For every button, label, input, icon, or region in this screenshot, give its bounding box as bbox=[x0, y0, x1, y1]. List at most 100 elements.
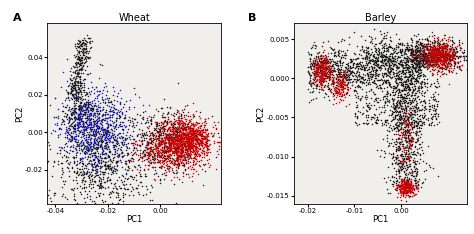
Point bbox=[155, 141, 163, 145]
Point bbox=[81, 47, 88, 50]
Point bbox=[317, 53, 325, 57]
Point bbox=[76, 75, 84, 79]
Point bbox=[69, 84, 77, 88]
Point bbox=[85, 147, 93, 151]
Point bbox=[336, 60, 344, 64]
Point bbox=[434, 51, 441, 55]
Point bbox=[321, 76, 329, 80]
Point bbox=[92, 127, 100, 131]
Point bbox=[396, 140, 403, 144]
Point bbox=[91, 136, 99, 140]
Point bbox=[417, 113, 424, 117]
Point bbox=[431, 67, 438, 71]
Point bbox=[394, 77, 402, 81]
Point bbox=[400, 180, 408, 183]
Point bbox=[442, 41, 450, 45]
Point bbox=[399, 96, 407, 100]
Point bbox=[431, 54, 439, 57]
Point bbox=[412, 61, 420, 65]
Point bbox=[168, 138, 175, 142]
Point bbox=[191, 134, 198, 138]
Point bbox=[179, 172, 186, 175]
Point bbox=[192, 123, 200, 127]
Point bbox=[423, 54, 431, 58]
Point bbox=[107, 134, 115, 138]
Point bbox=[305, 72, 312, 75]
X-axis label: PC1: PC1 bbox=[126, 215, 142, 224]
Point bbox=[317, 73, 324, 77]
Point bbox=[155, 135, 163, 138]
Point bbox=[91, 158, 98, 161]
Point bbox=[174, 156, 182, 160]
Point bbox=[114, 132, 122, 135]
Point bbox=[140, 167, 147, 171]
Point bbox=[151, 161, 159, 164]
Point bbox=[142, 157, 150, 161]
Point bbox=[147, 120, 155, 123]
Point bbox=[198, 129, 205, 132]
Point bbox=[88, 116, 95, 120]
Point bbox=[127, 156, 135, 160]
Point bbox=[413, 167, 420, 171]
Point bbox=[404, 154, 412, 158]
Point bbox=[100, 163, 108, 167]
Point bbox=[335, 73, 343, 76]
Point bbox=[165, 134, 173, 138]
Point bbox=[395, 90, 403, 94]
Point bbox=[329, 77, 337, 80]
Point bbox=[409, 190, 416, 194]
Point bbox=[426, 50, 434, 54]
Point bbox=[373, 121, 381, 125]
Point bbox=[179, 142, 187, 146]
Point bbox=[318, 82, 326, 86]
Point bbox=[401, 68, 409, 72]
Point bbox=[199, 136, 207, 140]
Point bbox=[170, 131, 177, 134]
Point bbox=[411, 58, 419, 62]
Point bbox=[398, 190, 406, 194]
Point bbox=[401, 189, 408, 193]
Point bbox=[84, 109, 91, 113]
Point bbox=[129, 177, 137, 181]
Point bbox=[330, 80, 338, 84]
Point bbox=[399, 88, 407, 92]
Point bbox=[424, 58, 431, 62]
Point bbox=[102, 146, 110, 150]
Point bbox=[173, 143, 180, 146]
Point bbox=[346, 77, 354, 81]
Point bbox=[313, 78, 320, 82]
Point bbox=[133, 186, 141, 190]
Point bbox=[396, 160, 403, 164]
Point bbox=[377, 86, 385, 90]
Point bbox=[182, 144, 189, 147]
Point bbox=[428, 34, 436, 38]
Point bbox=[200, 149, 208, 153]
Point bbox=[411, 161, 419, 165]
Point bbox=[432, 48, 440, 52]
Point bbox=[436, 64, 443, 68]
Point bbox=[136, 165, 144, 169]
Point bbox=[400, 95, 408, 99]
Point bbox=[80, 112, 88, 116]
Point bbox=[122, 137, 129, 141]
Point bbox=[343, 48, 351, 52]
Point bbox=[189, 136, 197, 140]
Point bbox=[420, 52, 428, 55]
Point bbox=[411, 178, 419, 182]
Point bbox=[71, 155, 78, 159]
Point bbox=[164, 133, 172, 137]
Point bbox=[437, 39, 444, 43]
Point bbox=[332, 89, 339, 93]
Point bbox=[96, 182, 104, 186]
Point bbox=[401, 114, 409, 118]
Point bbox=[173, 125, 181, 129]
Point bbox=[157, 142, 165, 145]
Point bbox=[150, 136, 157, 140]
Point bbox=[112, 139, 120, 142]
Point bbox=[404, 186, 412, 189]
Point bbox=[96, 101, 104, 105]
Point bbox=[395, 187, 403, 190]
Point bbox=[455, 60, 462, 64]
Point bbox=[71, 146, 79, 150]
Point bbox=[451, 56, 459, 60]
